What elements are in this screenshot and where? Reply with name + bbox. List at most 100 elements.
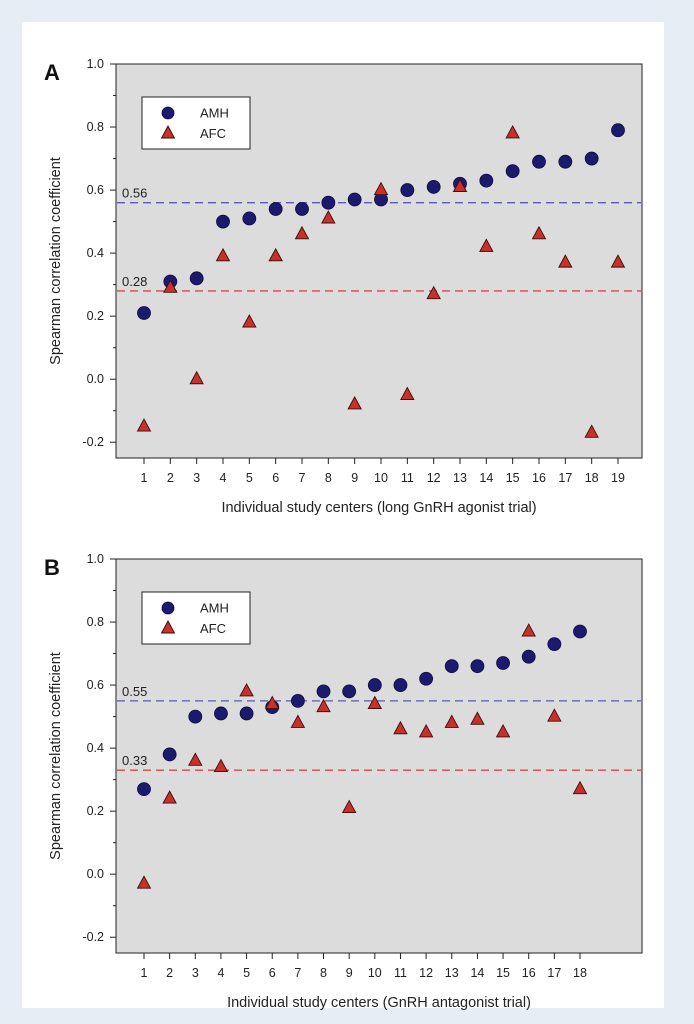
afc-point [610,254,626,268]
x-tick-label: 1 [141,471,148,485]
afc-point [444,714,460,728]
afc-point [479,238,494,252]
y-axis-title: Spearman correlation coefficient [48,157,64,365]
y-tick-label: 1.0 [87,57,104,71]
x-tick-label: 6 [272,471,279,485]
amh-point [547,637,562,652]
x-axis-title: Individual study centers (GnRH antagonis… [227,995,531,1011]
x-tick-label: 17 [558,471,572,485]
amh-point [321,195,336,210]
legend-afc-label: AFC [200,621,226,636]
x-tick-label: 11 [394,966,407,980]
reference-label-amh: 0.55 [122,684,147,699]
y-tick-label: -0.2 [82,930,104,944]
amh-point [505,164,520,179]
amh-point [426,180,441,194]
x-tick-label: 16 [522,966,536,980]
amh-point [470,659,485,674]
x-tick-label: 14 [470,966,484,980]
y-tick-label: 0.8 [87,120,104,134]
afc-point [373,181,389,196]
afc-point [470,711,485,725]
afc-point [321,210,336,224]
amh-point [137,782,151,796]
amh-point [342,684,357,699]
x-tick-label: 18 [573,966,587,980]
reference-label-afc: 0.28 [122,274,147,289]
afc-point [505,124,520,139]
x-tick-label: 4 [217,966,224,980]
afc-point [242,314,257,328]
x-tick-label: 18 [585,471,599,485]
afc-point [572,780,588,795]
y-tick-label: 0.8 [87,615,104,629]
y-tick-label: 0.2 [87,804,104,818]
amh-point [162,747,177,762]
x-tick-label: 12 [427,471,441,485]
y-tick-label: -0.2 [82,435,104,449]
x-tick-label: 13 [445,966,459,980]
amh-point [611,123,625,138]
afc-point [215,247,231,262]
amh-point [316,684,331,699]
panel-a-chart: A-0.20.00.20.40.60.81.01 2 3 4 5 6 7 8 9 10 11 12 13… [44,57,643,516]
x-tick-label: 15 [496,966,510,980]
afc-point [495,723,511,738]
y-tick-label: 0.0 [87,867,104,881]
y-tick-label: 0.6 [87,678,104,692]
afc-point [558,254,573,268]
amh-point [295,202,309,216]
y-axis-title: Spearman correlation coefficient [48,652,64,860]
amh-point [188,709,203,724]
afc-point [189,370,204,385]
panel-b-chart: B-0.20.00.20.40.60.81.01 2 3 4 5 6 7 8 9 10 11 12 13… [44,552,643,1011]
amh-point [214,706,228,721]
amh-point [290,693,305,708]
afc-point [290,714,306,728]
amh-point [216,214,230,229]
amh-point [393,678,408,692]
afc-point [367,695,383,710]
amh-point [521,649,536,664]
x-tick-label: 2 [167,471,174,485]
reference-label-amh: 0.56 [122,186,147,201]
y-tick-label: 0.6 [87,183,104,197]
x-tick-label: 7 [299,471,306,485]
afc-point [426,285,441,300]
x-tick-label: 13 [453,471,467,485]
legend-afc-label: AFC [200,126,226,141]
afc-point [188,752,203,766]
afc-point [239,682,254,697]
y-tick-label: 0.4 [87,246,104,260]
x-tick-label: 15 [506,471,520,485]
afc-point [393,720,408,735]
amh-point [479,173,494,188]
x-tick-label: 2 [166,966,173,980]
amh-point [242,211,257,226]
amh-point [189,271,204,286]
afc-point [531,225,547,240]
amh-point [532,154,546,169]
afc-point [547,708,562,722]
x-tick-label: 5 [246,471,253,485]
amh-point [496,656,510,670]
legend-amh-marker [161,106,175,120]
afc-point [584,424,599,438]
afc-point [136,875,152,889]
x-tick-label: 10 [368,966,382,980]
afc-point [213,758,229,773]
amh-point [400,183,415,197]
panel-letter: B [44,555,60,580]
amh-point [444,659,459,674]
x-tick-label: 8 [320,966,327,980]
y-tick-label: 0.2 [87,309,104,323]
reference-label-afc: 0.33 [122,753,147,768]
figure: A -0.2 0.0 0.2 0.4 0.6 0.8 1.0 1 2 3 4 5 6 7 8 9 10 11 12 13… [22,22,664,1011]
x-tick-label: 19 [611,471,625,485]
x-tick-label: 11 [401,471,414,485]
amh-point [367,678,382,692]
amh-point [239,706,254,721]
afc-point [162,790,177,804]
x-tick-label: 12 [419,966,433,980]
legend-amh-marker [161,601,175,615]
